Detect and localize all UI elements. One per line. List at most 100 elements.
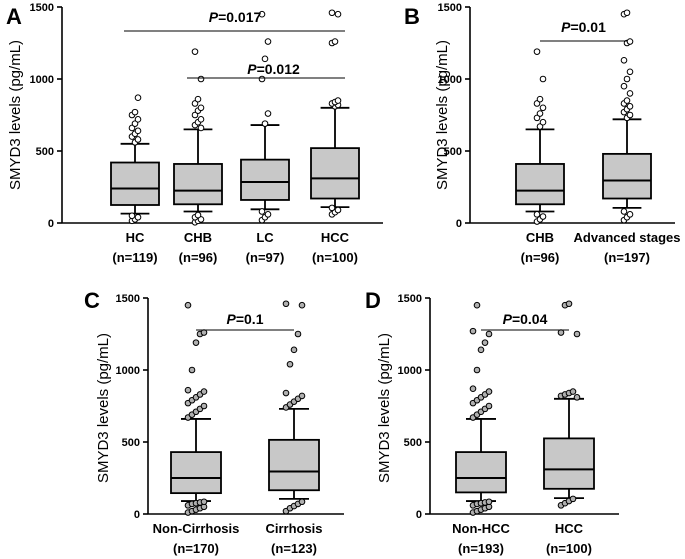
outlier-point (620, 82, 628, 90)
outlier-point (485, 498, 493, 506)
p-symbol: P (503, 311, 513, 327)
outlier-point (264, 38, 272, 45)
outlier-point (328, 204, 336, 212)
p-value-label: P=0.01 (561, 19, 606, 35)
box-chb (173, 48, 223, 226)
outlier-point (200, 329, 208, 336)
y-tick-label: 1500 (438, 2, 462, 14)
y-tick-label: 1500 (30, 2, 54, 14)
y-tick-label: 0 (134, 509, 140, 521)
iqr-box (455, 451, 507, 494)
outlier-point (485, 388, 493, 395)
p-value-text: =0.017 (218, 9, 261, 25)
outlier-point (569, 388, 577, 395)
outlier-point (282, 300, 290, 308)
outlier-point (539, 75, 547, 83)
box-non-cirrhosis (170, 301, 222, 516)
outlier-point (573, 394, 581, 401)
outlier-point (191, 48, 199, 55)
iqr-box (110, 161, 160, 206)
outlier-point (264, 110, 272, 117)
outlier-point (469, 385, 477, 393)
outlier-point (131, 120, 139, 127)
outlier-point (197, 124, 205, 132)
y-axis-label: SMYD3 levels (pg/mL) (434, 40, 451, 190)
outlier-point (184, 301, 192, 309)
outlier-point (197, 104, 205, 112)
iqr-box (173, 163, 223, 206)
p-symbol: P (561, 19, 571, 35)
panel-letter-b: B (404, 4, 420, 29)
outlier-point (294, 330, 302, 338)
p-value-label: P=0.04 (503, 311, 548, 327)
outlier-point (192, 339, 200, 346)
outlier-point (539, 213, 547, 220)
outlier-point (134, 136, 142, 143)
p-value-text: =0.01 (570, 19, 606, 35)
y-tick-label: 0 (416, 509, 422, 521)
outlier-point (331, 38, 339, 45)
y-tick-label: 1500 (116, 293, 140, 305)
outlier-point (557, 329, 565, 336)
plot-area-a: SMYD3 levels (pg/mL) 0 500 1000 1500 HC (n=119… (7, 2, 383, 265)
iqr-box (602, 152, 652, 200)
outlier-point (626, 211, 634, 218)
y-axis-label: SMYD3 levels (pg/mL) (95, 333, 112, 483)
outlier-point (261, 120, 269, 127)
outlier-point (626, 90, 634, 97)
sample-size-label: (n=96) (179, 250, 218, 265)
category-label: Cirrhosis (265, 521, 322, 536)
outlier-point (197, 116, 205, 123)
outlier-point (626, 68, 634, 76)
y-tick-label: 500 (404, 437, 422, 449)
sample-size-label: (n=193) (458, 541, 504, 556)
outlier-point (334, 10, 342, 18)
y-tick-label: 1000 (398, 365, 422, 377)
y-tick-label: 1000 (30, 74, 54, 86)
outlier-point (533, 114, 541, 122)
category-label: HCC (555, 521, 584, 536)
outlier-point (533, 211, 541, 218)
plot-area-c: SMYD3 levels (pg/mL) 0 500 1000 1500 Non-Cirr… (95, 293, 344, 556)
outlier-point (569, 495, 577, 503)
outlier-point (286, 360, 294, 368)
y-axis-label: SMYD3 levels (pg/mL) (7, 40, 24, 190)
category-label: CHB (526, 230, 554, 245)
iqr-box (543, 437, 595, 490)
outlier-point (197, 75, 205, 83)
p-symbol: P (227, 311, 237, 327)
category-label: Non-HCC (452, 521, 510, 536)
y-tick-label: 1000 (438, 74, 462, 86)
p-symbol: P (247, 61, 257, 77)
outlier-point (536, 110, 544, 117)
outlier-point (258, 75, 266, 83)
iqr-box (515, 163, 565, 206)
outlier-point (261, 55, 269, 63)
outlier-point (536, 123, 544, 130)
outlier-point (134, 116, 142, 123)
sample-size-label: (n=96) (521, 250, 560, 265)
y-tick-label: 1500 (398, 293, 422, 305)
outlier-point (131, 108, 139, 116)
outlier-point (565, 300, 573, 308)
outlier-point (485, 402, 493, 410)
outlier-point (536, 95, 544, 103)
outlier-point (184, 386, 192, 394)
box-non-hcc (455, 301, 507, 516)
panel-letter-c: C (84, 288, 100, 313)
y-tick-label: 500 (36, 146, 54, 158)
outlier-point (623, 75, 631, 83)
category-label: HC (126, 230, 145, 245)
outlier-point (623, 9, 631, 17)
outlier-point (134, 213, 142, 221)
outlier-point (328, 9, 336, 17)
outlier-point (290, 346, 298, 354)
outlier-point (128, 124, 136, 132)
outlier-point (620, 56, 628, 64)
panel-letter-a: A (6, 4, 22, 29)
outlier-point (298, 301, 306, 309)
iqr-box (268, 438, 320, 492)
outlier-point (477, 346, 485, 354)
outlier-point (191, 100, 199, 107)
